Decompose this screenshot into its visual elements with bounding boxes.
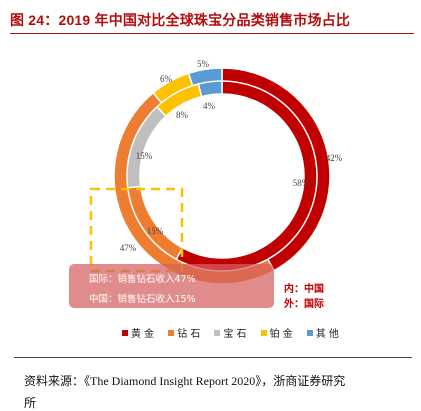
legend-item-0: 黄 金 xyxy=(122,325,154,340)
chart-legend: 黄 金钻 石宝 石铂 金其 他 xyxy=(122,325,339,340)
legend-swatch-3 xyxy=(260,329,267,336)
legend-swatch-4 xyxy=(306,329,313,336)
source-note: 资料来源：《The Diamond Insight Report 2020》，浙… xyxy=(24,374,346,388)
tooltip-line-international: 国际：销售钻石收入47% xyxy=(89,274,196,285)
inner-ring-note: 内：中国 xyxy=(284,284,324,295)
outer-ring-note: 外：国际 xyxy=(284,299,324,310)
legend-item-2: 宝 石 xyxy=(214,325,247,340)
outer-label-3: 6% xyxy=(160,74,173,84)
inner-label-4: 4% xyxy=(203,101,216,111)
inner-label-2: 15% xyxy=(136,151,153,161)
outer-label-1: 47% xyxy=(120,243,137,253)
inner-ring-slice-4 xyxy=(197,80,223,98)
legend-swatch-2 xyxy=(214,329,221,336)
legend-item-4: 其 他 xyxy=(306,325,339,340)
tooltip-box xyxy=(69,264,274,308)
title-rule xyxy=(10,33,414,34)
legend-label-2: 宝 石 xyxy=(223,329,247,340)
inner-label-1: 15% xyxy=(147,226,164,236)
inner-label-0: 58% xyxy=(293,178,310,188)
legend-label-0: 黄 金 xyxy=(131,329,155,340)
legend-swatch-0 xyxy=(122,329,128,336)
legend-item-1: 钻 石 xyxy=(168,325,200,340)
source-note-tail: 所 xyxy=(24,396,37,410)
legend-label-1: 钻 石 xyxy=(177,329,201,340)
outer-label-0: 42% xyxy=(326,153,343,163)
tooltip-line-china: 中国：销售钻石收入15% xyxy=(89,294,196,305)
source-rule xyxy=(14,357,412,358)
legend-label-4: 其 他 xyxy=(315,329,339,340)
outer-label-4: 5% xyxy=(197,59,210,69)
chart-title: 图 24：2019 年中国对比全球珠宝分品类销售市场占比 xyxy=(10,12,351,28)
inner-label-3: 8% xyxy=(176,110,189,120)
legend-item-3: 铂 金 xyxy=(260,325,293,340)
legend-label-3: 铂 金 xyxy=(269,329,293,340)
legend-swatch-1 xyxy=(168,329,175,336)
